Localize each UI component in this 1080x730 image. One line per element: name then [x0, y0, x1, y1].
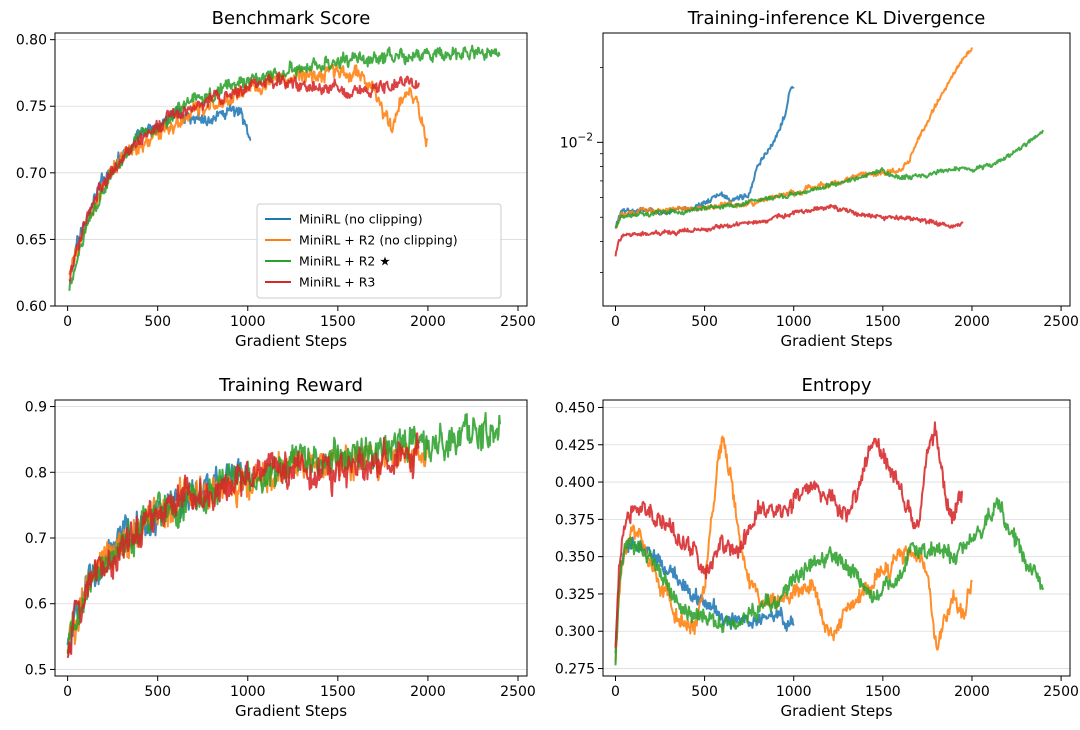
y-tick-label-entropy: 0.350 — [555, 550, 595, 566]
y-tick-label-benchmark: 0.65 — [16, 232, 47, 248]
x-tick-label-reward: 500 — [144, 684, 171, 700]
x-tick-label-kl: 1500 — [865, 314, 901, 330]
subplot-reward: 0 500 1000 1500 2000 2500 0.5 0.6 0.7 0.8 0.9 Train… — [25, 375, 536, 720]
x-tick-label-kl: 0 — [611, 314, 620, 330]
y-tick-label-entropy: 0.375 — [555, 512, 595, 528]
x-tick-label-entropy: 1500 — [865, 684, 901, 700]
legend-box — [256, 203, 502, 299]
legend-entry: MiniRL + R2 ★ — [299, 254, 391, 269]
axes-frame-entropy — [602, 399, 1071, 677]
y-tick-label-reward: 0.6 — [25, 597, 47, 613]
x-tick-label-kl: 1000 — [776, 314, 812, 330]
legend-entry: MiniRL (no clipping) — [299, 212, 423, 227]
y-tick-label-reward: 0.7 — [25, 531, 47, 547]
y-tick-label-entropy: 0.275 — [555, 662, 595, 678]
legend-entry: MiniRL + R2 (no clipping) — [299, 233, 458, 248]
subplot-kl: 0 500 1000 1500 2000 2500 10−2 Training-inferen… — [560, 8, 1079, 350]
y-tick-label-entropy: 0.450 — [555, 400, 595, 416]
y-tick-label-reward: 0.5 — [25, 662, 47, 678]
axes-frame-benchmark — [54, 32, 528, 307]
x-tick-label-benchmark: 2500 — [500, 314, 536, 330]
series-line-reward-3 — [66, 432, 420, 659]
subplot-entropy: 0 500 1000 1500 2000 2500 0.275 0.300 0.325 0.350… — [555, 375, 1079, 720]
x-axis-label-reward: Gradient Steps — [235, 702, 347, 720]
y-tick-label-reward: 0.9 — [25, 400, 47, 416]
x-tick-label-reward: 2000 — [410, 684, 446, 700]
series-line-entropy-1 — [614, 435, 973, 664]
x-tick-label-entropy: 1000 — [776, 684, 812, 700]
y-tick-label-entropy: 0.300 — [555, 624, 595, 640]
x-tick-label-entropy: 500 — [691, 684, 718, 700]
legend-benchmark: MiniRL (no clipping) MiniRL + R2 (no clip… — [256, 203, 502, 299]
y-tick-label-benchmark: 0.75 — [16, 99, 47, 115]
series-line-kl-1 — [614, 47, 973, 229]
x-tick-label-reward: 2500 — [500, 684, 536, 700]
chart-title-benchmark: Benchmark Score — [212, 8, 371, 29]
series-line-kl-3 — [614, 204, 964, 257]
x-tick-label-reward: 0 — [63, 684, 72, 700]
x-tick-label-benchmark: 500 — [144, 314, 171, 330]
y-tick-label-kl: 10−2 — [560, 131, 593, 151]
chart-title-entropy: Entropy — [802, 375, 872, 396]
series-line-kl-2 — [614, 129, 1045, 229]
y-tick-label-entropy: 0.425 — [555, 438, 595, 454]
x-tick-label-benchmark: 1000 — [230, 314, 266, 330]
x-tick-label-entropy: 2000 — [954, 684, 990, 700]
axes-frame-kl — [602, 32, 1071, 307]
x-axis-label-kl: Gradient Steps — [780, 332, 892, 350]
x-axis-label-benchmark: Gradient Steps — [235, 332, 347, 350]
x-tick-label-entropy: 0 — [611, 684, 620, 700]
chart-title-reward: Training Reward — [218, 375, 363, 396]
chart-title-kl: Training-inference KL Divergence — [687, 8, 986, 29]
series-line-benchmark-2 — [68, 44, 501, 291]
series-line-benchmark-3 — [68, 71, 420, 283]
x-axis-label-entropy: Gradient Steps — [780, 702, 892, 720]
x-tick-label-benchmark: 2000 — [410, 314, 446, 330]
y-tick-label-benchmark: 0.70 — [16, 166, 47, 182]
series-line-entropy-3 — [614, 421, 963, 648]
x-tick-label-entropy: 2500 — [1043, 684, 1079, 700]
y-tick-label-benchmark: 0.80 — [16, 33, 47, 49]
legend-entry: MiniRL + R3 — [299, 275, 375, 290]
y-tick-label-entropy: 0.325 — [555, 587, 595, 603]
x-tick-label-benchmark: 0 — [63, 314, 72, 330]
subplot-benchmark: 0 500 1000 1500 2000 2500 0.60 0.65 0.70 0.75 0.80… — [16, 8, 536, 350]
x-tick-label-kl: 500 — [691, 314, 718, 330]
x-tick-label-kl: 2000 — [954, 314, 990, 330]
y-tick-label-entropy: 0.400 — [555, 475, 595, 491]
x-tick-label-benchmark: 1500 — [320, 314, 356, 330]
x-tick-label-reward: 1000 — [230, 684, 266, 700]
y-tick-label-reward: 0.8 — [25, 465, 47, 481]
y-tick-label-benchmark: 0.60 — [16, 299, 47, 315]
x-tick-label-reward: 1500 — [320, 684, 356, 700]
x-tick-label-kl: 2500 — [1043, 314, 1079, 330]
series-line-entropy-2 — [614, 497, 1045, 666]
